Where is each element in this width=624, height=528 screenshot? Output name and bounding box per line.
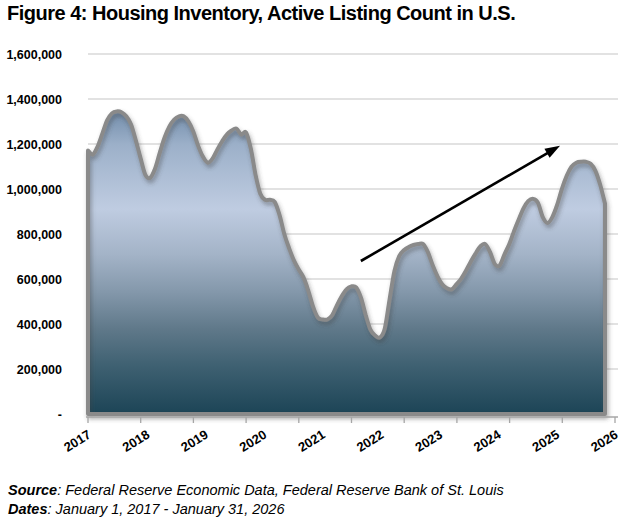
- y-axis-label: 1,200,000: [6, 138, 62, 152]
- source-text: Federal Reserve Economic Data, Federal R…: [65, 482, 503, 498]
- dates-label: Dates: [8, 501, 48, 517]
- chart-footer: Source: Federal Reserve Economic Data, F…: [8, 481, 618, 518]
- y-axis-label: 800,000: [17, 228, 62, 242]
- x-axis-label: 2026: [588, 427, 620, 455]
- source-label: Source: [8, 482, 57, 498]
- y-axis-label: 1,400,000: [6, 93, 62, 107]
- y-axis-label: 600,000: [17, 273, 62, 287]
- y-axis-label: -: [58, 408, 62, 422]
- source-line: Source: Federal Reserve Economic Data, F…: [8, 481, 618, 500]
- y-axis-label: 1,600,000: [6, 48, 62, 62]
- dates-sep: :: [48, 501, 56, 517]
- x-axis-label: 2022: [354, 427, 386, 455]
- y-axis-labels: 1,600,000 1,400,000 1,200,000 1,000,000 800,…: [6, 48, 62, 422]
- x-axis-label: 2023: [412, 427, 444, 455]
- dates-line: Dates: January 1, 2017 - January 31, 202…: [8, 500, 618, 519]
- x-axis-label: 2019: [178, 427, 210, 455]
- x-axis-label: 2017: [61, 427, 93, 455]
- y-axis-label: 1,000,000: [6, 183, 62, 197]
- dates-text: January 1, 2017 - January 31, 2026: [56, 501, 285, 517]
- x-axis-labels: 2017 2018 2019 2020 2021 2022 2023 2024 2025 2026: [61, 426, 620, 454]
- x-axis-label: 2024: [471, 426, 504, 454]
- x-axis-label: 2018: [120, 427, 152, 455]
- y-axis-label: 200,000: [17, 363, 62, 377]
- figure-4-housing-inventory: Figure 4: Housing Inventory, Active List…: [0, 0, 624, 528]
- area-series-fill: [88, 111, 605, 414]
- housing-inventory-area-chart: 1,600,000 1,400,000 1,200,000 1,000,000 800,…: [0, 0, 624, 528]
- y-axis-label: 400,000: [17, 318, 62, 332]
- x-axis-label: 2021: [295, 427, 327, 455]
- x-axis-label: 2020: [237, 427, 269, 455]
- x-axis-ticks: [88, 417, 615, 423]
- x-axis-label: 2025: [530, 427, 562, 455]
- trend-arrow-head: [544, 146, 560, 158]
